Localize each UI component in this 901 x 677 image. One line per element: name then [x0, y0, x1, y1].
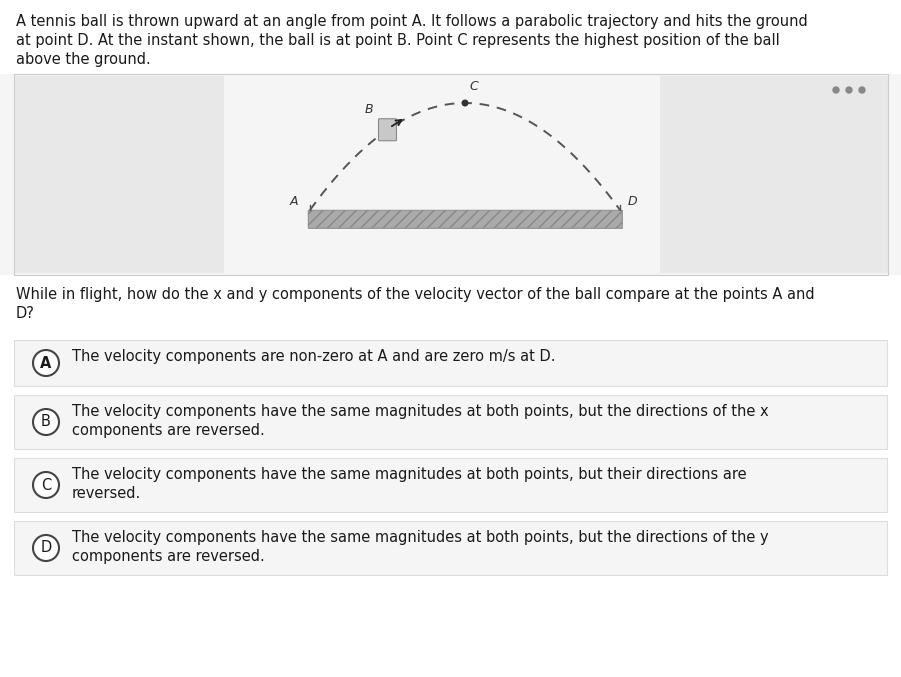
- Bar: [0, 74, 901, 275]
- Bar: [660, 76, 888, 273]
- Text: reversed.: reversed.: [72, 486, 141, 501]
- Circle shape: [846, 87, 852, 93]
- Text: A: A: [289, 195, 298, 208]
- Circle shape: [33, 409, 59, 435]
- Text: D: D: [628, 195, 638, 208]
- Text: D: D: [41, 540, 51, 556]
- Text: components are reversed.: components are reversed.: [72, 423, 265, 438]
- Text: The velocity components are non-zero at ​A​ and are zero m/s at ​D​.: The velocity components are non-zero at …: [72, 349, 556, 364]
- FancyBboxPatch shape: [14, 395, 887, 449]
- Bar: [14, 74, 888, 275]
- Bar: [14, 76, 224, 273]
- Circle shape: [833, 87, 839, 93]
- FancyBboxPatch shape: [378, 118, 396, 141]
- Bar: [308, 210, 622, 228]
- Circle shape: [33, 350, 59, 376]
- Text: at point ​D​. At the instant shown, the ball is at point ​B​. Point ​C​ represen: at point ​D​. At the instant shown, the …: [16, 33, 779, 48]
- Text: C: C: [469, 80, 478, 93]
- Circle shape: [461, 100, 469, 106]
- Text: While in flight, how do the x and y components of the velocity vector of the bal: While in flight, how do the x and y comp…: [16, 287, 815, 302]
- Text: above the ground.: above the ground.: [16, 52, 150, 67]
- Text: A: A: [41, 355, 51, 370]
- Text: components are reversed.: components are reversed.: [72, 549, 265, 564]
- Text: The velocity components have the same magnitudes at both points, but the directi: The velocity components have the same ma…: [72, 404, 769, 419]
- Circle shape: [859, 87, 865, 93]
- Text: C: C: [41, 477, 51, 492]
- Circle shape: [33, 535, 59, 561]
- Text: A tennis ball is thrown upward at an angle from point ​A​. It follows a paraboli: A tennis ball is thrown upward at an ang…: [16, 14, 808, 29]
- Bar: [308, 210, 622, 228]
- FancyBboxPatch shape: [14, 458, 887, 512]
- Circle shape: [33, 472, 59, 498]
- FancyBboxPatch shape: [14, 521, 887, 575]
- FancyBboxPatch shape: [14, 340, 887, 386]
- Text: The velocity components have the same magnitudes at both points, but their direc: The velocity components have the same ma…: [72, 467, 747, 482]
- Text: D?: D?: [16, 306, 35, 321]
- Text: B: B: [41, 414, 51, 429]
- Text: The velocity components have the same magnitudes at both points, but the directi: The velocity components have the same ma…: [72, 530, 769, 545]
- Text: B: B: [365, 103, 374, 116]
